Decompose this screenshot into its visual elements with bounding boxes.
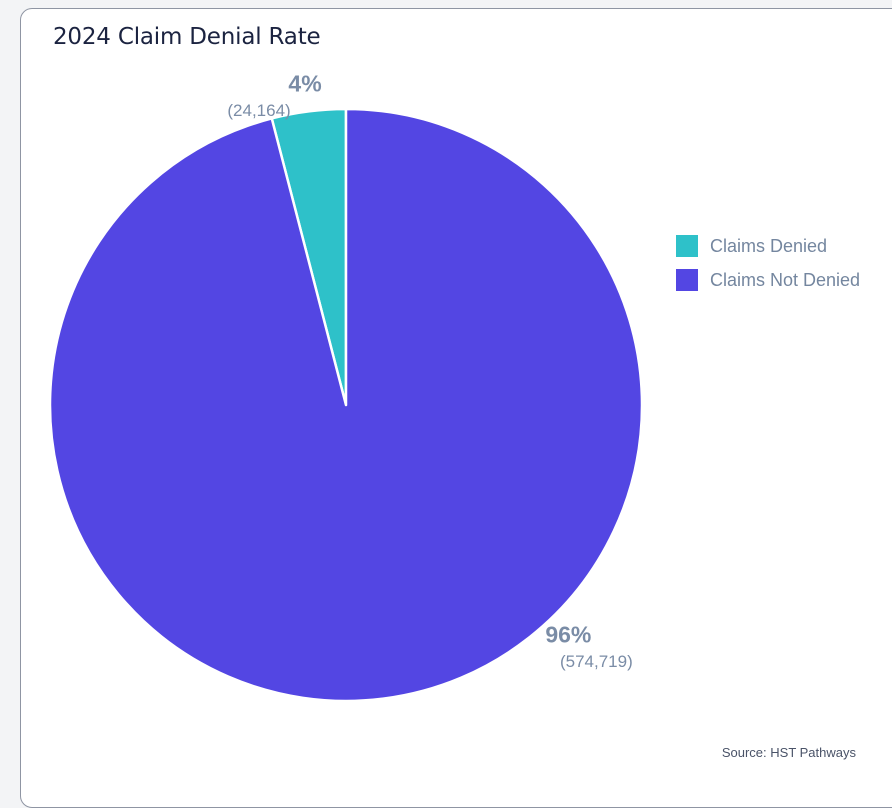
chart-source: Source: HST Pathways <box>721 745 856 760</box>
slice-count-label-claims-denied: (24,164) <box>227 100 291 120</box>
pie-slice-claims-not-denied[interactable] <box>48 107 644 703</box>
legend-swatch-claims-not-denied <box>676 269 698 291</box>
slice-percent-label-claims-denied: 4% <box>288 70 322 97</box>
legend-item-claims-denied[interactable]: Claims Denied <box>676 234 860 258</box>
chart-title: 2024 Claim Denial Rate <box>53 24 321 50</box>
legend-label-claims-denied: Claims Denied <box>710 235 828 256</box>
legend: Claims Denied Claims Not Denied <box>676 234 860 302</box>
slice-count-label-claims-not-denied: (574,719) <box>559 652 633 672</box>
legend-swatch-claims-denied <box>676 235 698 257</box>
legend-item-claims-not-denied[interactable]: Claims Not Denied <box>676 268 860 292</box>
slice-percent-label-claims-not-denied: 96% <box>545 621 592 648</box>
legend-label-claims-not-denied: Claims Not Denied <box>710 269 861 290</box>
pie-chart <box>48 107 644 703</box>
